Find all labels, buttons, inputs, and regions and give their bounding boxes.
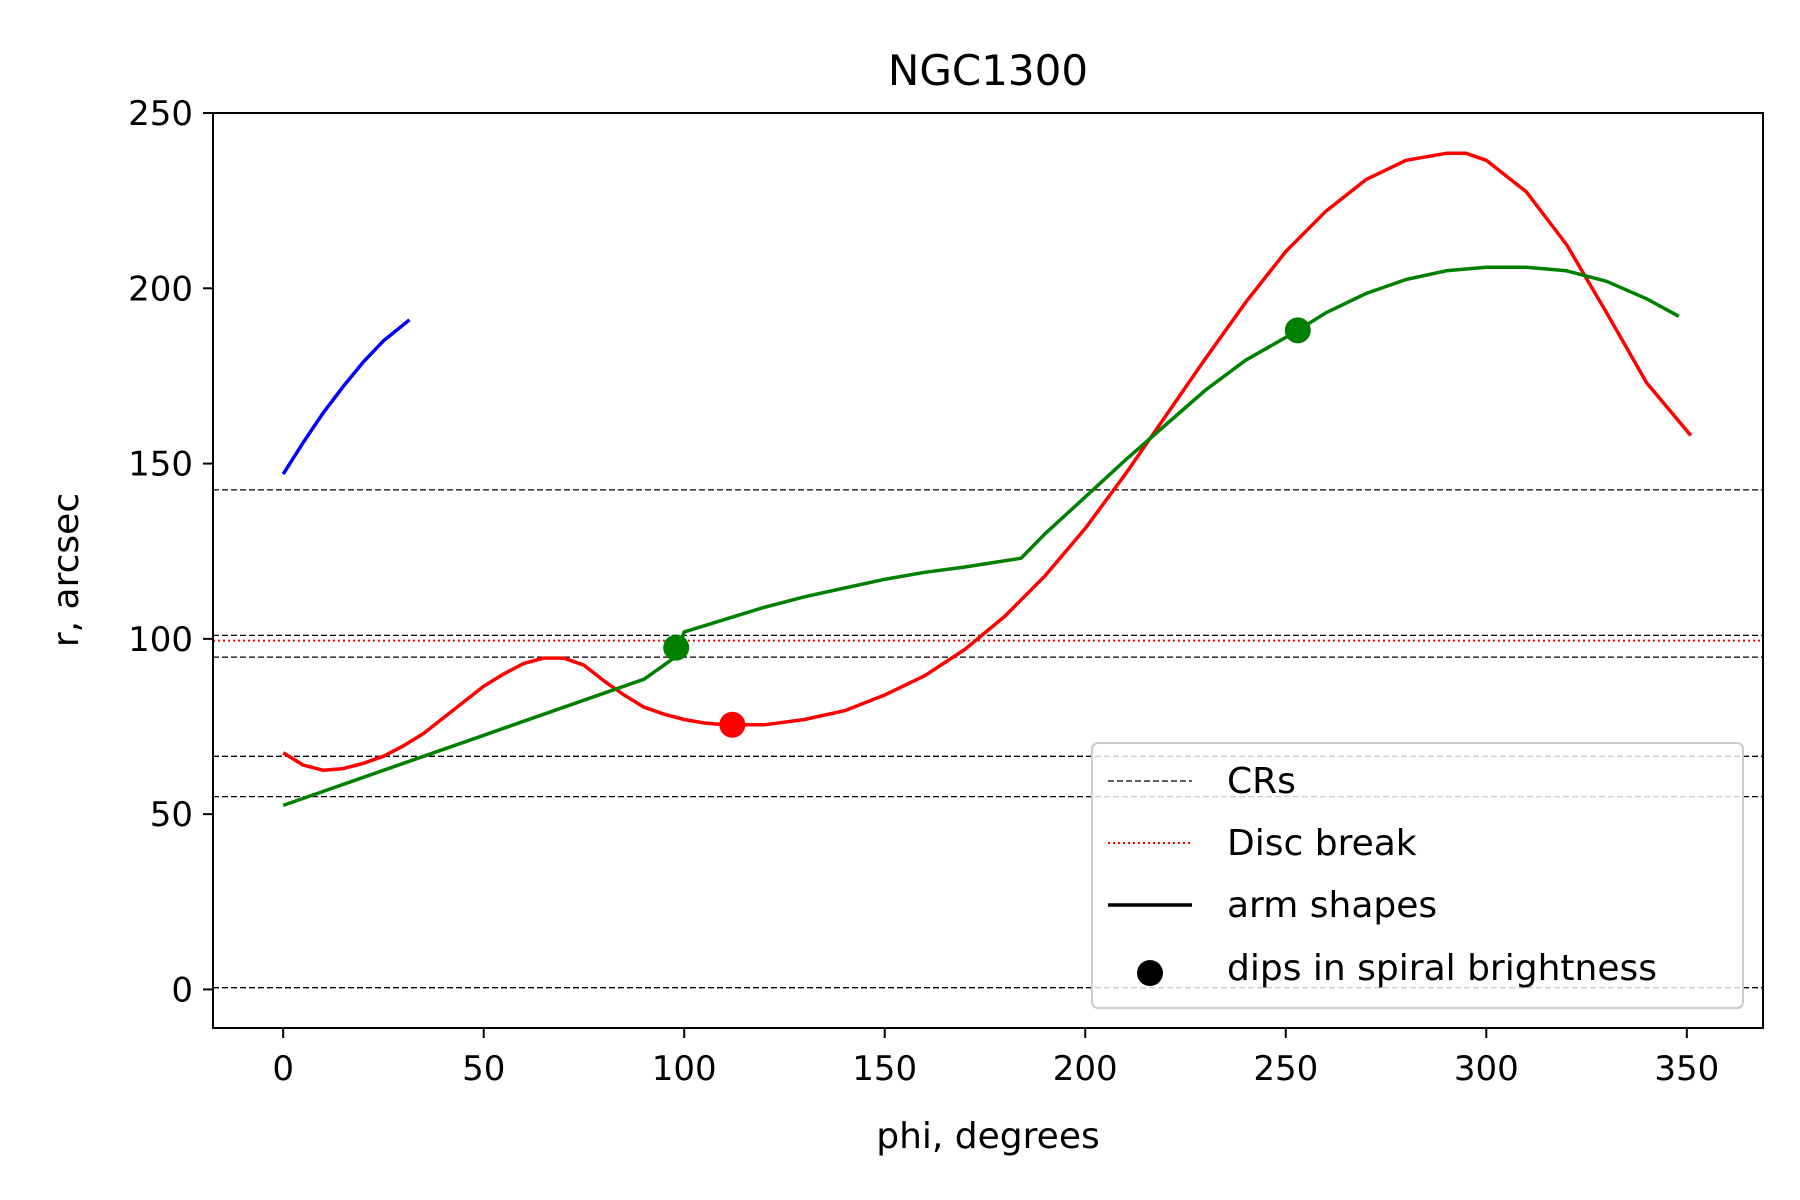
x-axis: 0 50 100 150 200 250 300 350 <box>272 1028 1719 1089</box>
y-tick-label: 0 <box>171 970 193 1010</box>
series-layer <box>281 151 1693 808</box>
y-axis-label: r, arcsec <box>46 493 87 647</box>
y-tick-label: 200 <box>128 269 193 309</box>
x-tick-label: 0 <box>272 1049 294 1089</box>
legend-box <box>1091 742 1744 1009</box>
y-tick-label: 150 <box>128 445 193 485</box>
dip-marker-2 <box>1284 317 1311 344</box>
y-axis: 0 50 100 150 200 250 <box>128 94 213 1010</box>
legend-disc-break-label: Disc break <box>1227 823 1417 864</box>
x-tick-label: 250 <box>1253 1049 1318 1089</box>
x-tick-label: 150 <box>852 1049 917 1089</box>
arm-shape-green <box>282 265 1680 808</box>
legend-arm-shapes-label: arm shapes <box>1227 885 1437 926</box>
x-tick-label: 100 <box>652 1049 717 1089</box>
x-tick-label: 300 <box>1454 1049 1519 1089</box>
plot-frame <box>212 112 1764 1029</box>
x-tick-label: 350 <box>1654 1049 1719 1089</box>
legend-dips-marker <box>1137 960 1163 986</box>
x-tick-label: 50 <box>462 1049 505 1089</box>
chart-title: NGC1300 <box>888 46 1088 95</box>
arm-shape-blue <box>281 318 411 476</box>
y-tick-label: 50 <box>150 795 193 835</box>
dip-marker-0 <box>663 634 690 661</box>
y-tick-label: 100 <box>128 620 193 660</box>
legend-dips-label: dips in spiral brightness <box>1227 948 1657 989</box>
legend: CRs Disc break arm shapes dips in spiral… <box>1091 742 1744 1009</box>
x-axis-label: phi, degrees <box>876 1116 1099 1157</box>
legend-cr-label: CRs <box>1227 761 1296 802</box>
dip-markers <box>663 317 1311 738</box>
arm-shape-red <box>282 151 1693 773</box>
x-tick-label: 200 <box>1053 1049 1118 1089</box>
y-tick-label: 250 <box>128 94 193 134</box>
dip-marker-1 <box>719 711 746 738</box>
